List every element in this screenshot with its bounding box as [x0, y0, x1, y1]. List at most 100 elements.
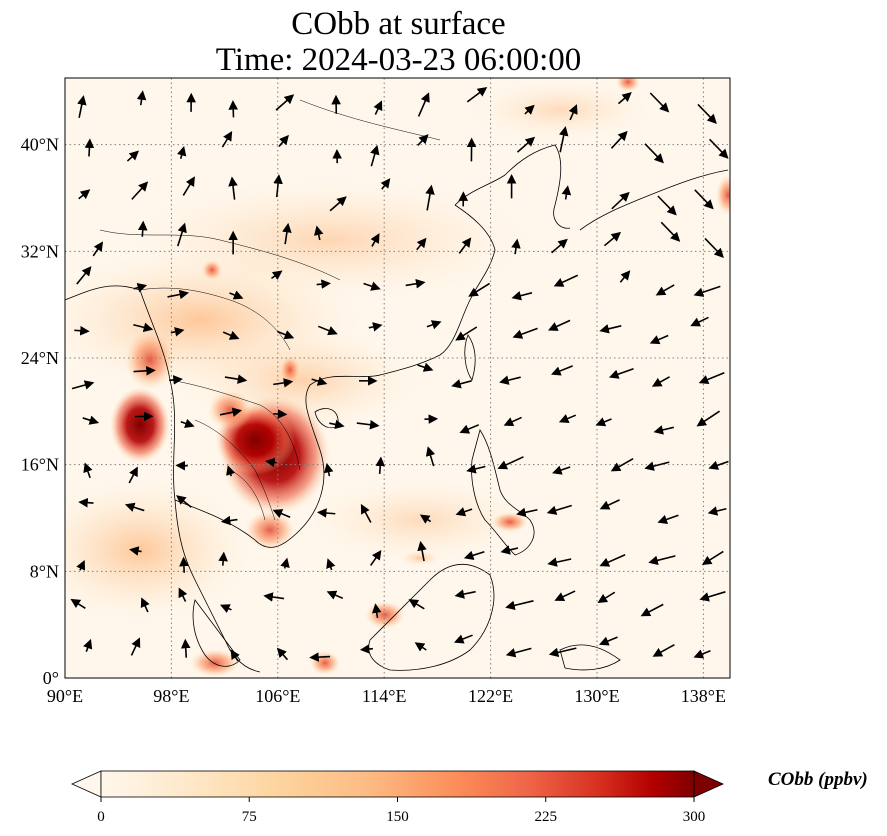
- wind-arrow: [558, 126, 569, 153]
- wind-arrow: [130, 637, 141, 656]
- wind-arrow: [82, 415, 100, 425]
- colorbar-tick-label: 150: [386, 809, 409, 825]
- wind-arrow: [708, 460, 729, 470]
- wind-arrow: [455, 326, 478, 341]
- wind-arrow: [314, 225, 324, 241]
- wind-arrow: [363, 281, 381, 291]
- wind-arrow: [176, 495, 192, 508]
- wind-arrow: [649, 92, 670, 113]
- wind-arrow: [599, 554, 626, 567]
- wind-arrow: [599, 499, 620, 510]
- wind-arrow: [278, 134, 289, 147]
- wind-arrow: [701, 550, 724, 565]
- wind-arrow: [276, 647, 289, 661]
- wind-arrow: [182, 176, 195, 196]
- wind-arrow: [699, 591, 726, 602]
- colorbar-gradient: [101, 771, 694, 797]
- wind-arrow: [466, 86, 488, 103]
- wind-arrow: [405, 278, 426, 289]
- wind-arrow: [554, 590, 576, 602]
- wind-arrow: [416, 237, 427, 251]
- wind-arrow: [326, 558, 336, 571]
- wind-arrow: [644, 143, 664, 164]
- wind-arrow: [92, 241, 104, 257]
- wind-arrow: [77, 95, 87, 118]
- wind-arrow: [552, 465, 571, 475]
- wind-arrow: [368, 322, 383, 332]
- colorbar-tick-label: 0: [97, 809, 105, 825]
- wind-arrow: [640, 603, 664, 617]
- wind-arrow: [660, 221, 681, 242]
- wind-arrow: [561, 185, 572, 200]
- lon-tick-label: 130°E: [574, 686, 619, 706]
- wind-arrow: [690, 316, 709, 327]
- wind-arrow: [76, 559, 86, 571]
- wind-arrow: [417, 134, 429, 147]
- wind-arrow: [511, 291, 533, 301]
- wind-arrow: [271, 270, 283, 280]
- wind-arrow: [546, 504, 572, 515]
- wind-arrow: [551, 238, 568, 254]
- wind-arrow: [417, 92, 430, 117]
- wind-arrow: [229, 290, 244, 300]
- wind-arrow: [129, 546, 142, 556]
- lon-tick-label: 106°E: [255, 686, 300, 706]
- wind-arrow: [76, 266, 92, 285]
- wind-arrow: [408, 599, 425, 610]
- wind-arrow: [499, 375, 521, 385]
- wind-vectors: [70, 86, 729, 662]
- wind-arrow: [655, 284, 675, 296]
- colorbar-max-extend: [693, 770, 724, 798]
- wind-arrow: [131, 181, 149, 200]
- wind-arrow: [698, 372, 725, 384]
- wind-arrow: [417, 362, 434, 372]
- wind-arrow: [70, 598, 86, 609]
- wind-arrow: [649, 334, 669, 345]
- wind-arrow: [426, 320, 442, 330]
- colorbar-ticks: 0 75 150 225 300: [97, 797, 705, 825]
- wind-arrow: [417, 540, 427, 562]
- wind-arrow: [454, 589, 476, 599]
- wind-arrow: [500, 545, 519, 555]
- wind-arrow: [380, 178, 391, 190]
- wind-arrow: [693, 285, 721, 297]
- wind-arrow: [177, 222, 187, 247]
- wind-arrow: [610, 458, 634, 472]
- wind-arrow: [516, 136, 536, 153]
- lon-tick-label: 114°E: [362, 686, 407, 706]
- wind-arrow: [170, 327, 185, 337]
- colorbar-label: CObb (ppbv): [768, 769, 868, 790]
- chart-title-line1: CObb at surface: [291, 6, 506, 42]
- map-frame: [64, 77, 731, 679]
- wind-arrow: [497, 456, 524, 470]
- wind-arrow: [360, 503, 372, 523]
- wind-arrow: [226, 465, 236, 477]
- lon-tick-label: 90°E: [47, 686, 83, 706]
- wind-arrow: [282, 222, 292, 245]
- wind-arrow: [219, 407, 243, 417]
- wind-arrow: [370, 233, 380, 247]
- wind-arrow: [180, 638, 191, 658]
- wind-arrow: [697, 103, 717, 124]
- wind-arrow: [694, 189, 714, 210]
- coastlines: [65, 144, 729, 673]
- wind-arrow: [503, 416, 522, 427]
- wind-arrow: [371, 603, 382, 619]
- colorbar-tick-label: 300: [683, 809, 706, 825]
- wind-arrow: [136, 90, 147, 106]
- wind-arrow: [224, 374, 248, 384]
- wind-arrow: [277, 330, 295, 340]
- lat-tick-label: 0°: [43, 668, 59, 688]
- wind-arrow: [597, 591, 616, 604]
- wind-arrow: [329, 419, 345, 430]
- colorbar-tick-label: 75: [242, 809, 257, 825]
- wind-arrow: [273, 378, 294, 388]
- wind-arrow: [221, 130, 233, 148]
- wind-arrow: [169, 375, 183, 385]
- wind-arrow: [468, 282, 491, 297]
- wind-arrow: [329, 196, 347, 212]
- wind-arrow: [326, 590, 344, 600]
- wind-arrow: [309, 652, 331, 662]
- longitude-axis: 90°E 98°E 106°E 114°E 122°E 130°E 138°E: [47, 686, 726, 706]
